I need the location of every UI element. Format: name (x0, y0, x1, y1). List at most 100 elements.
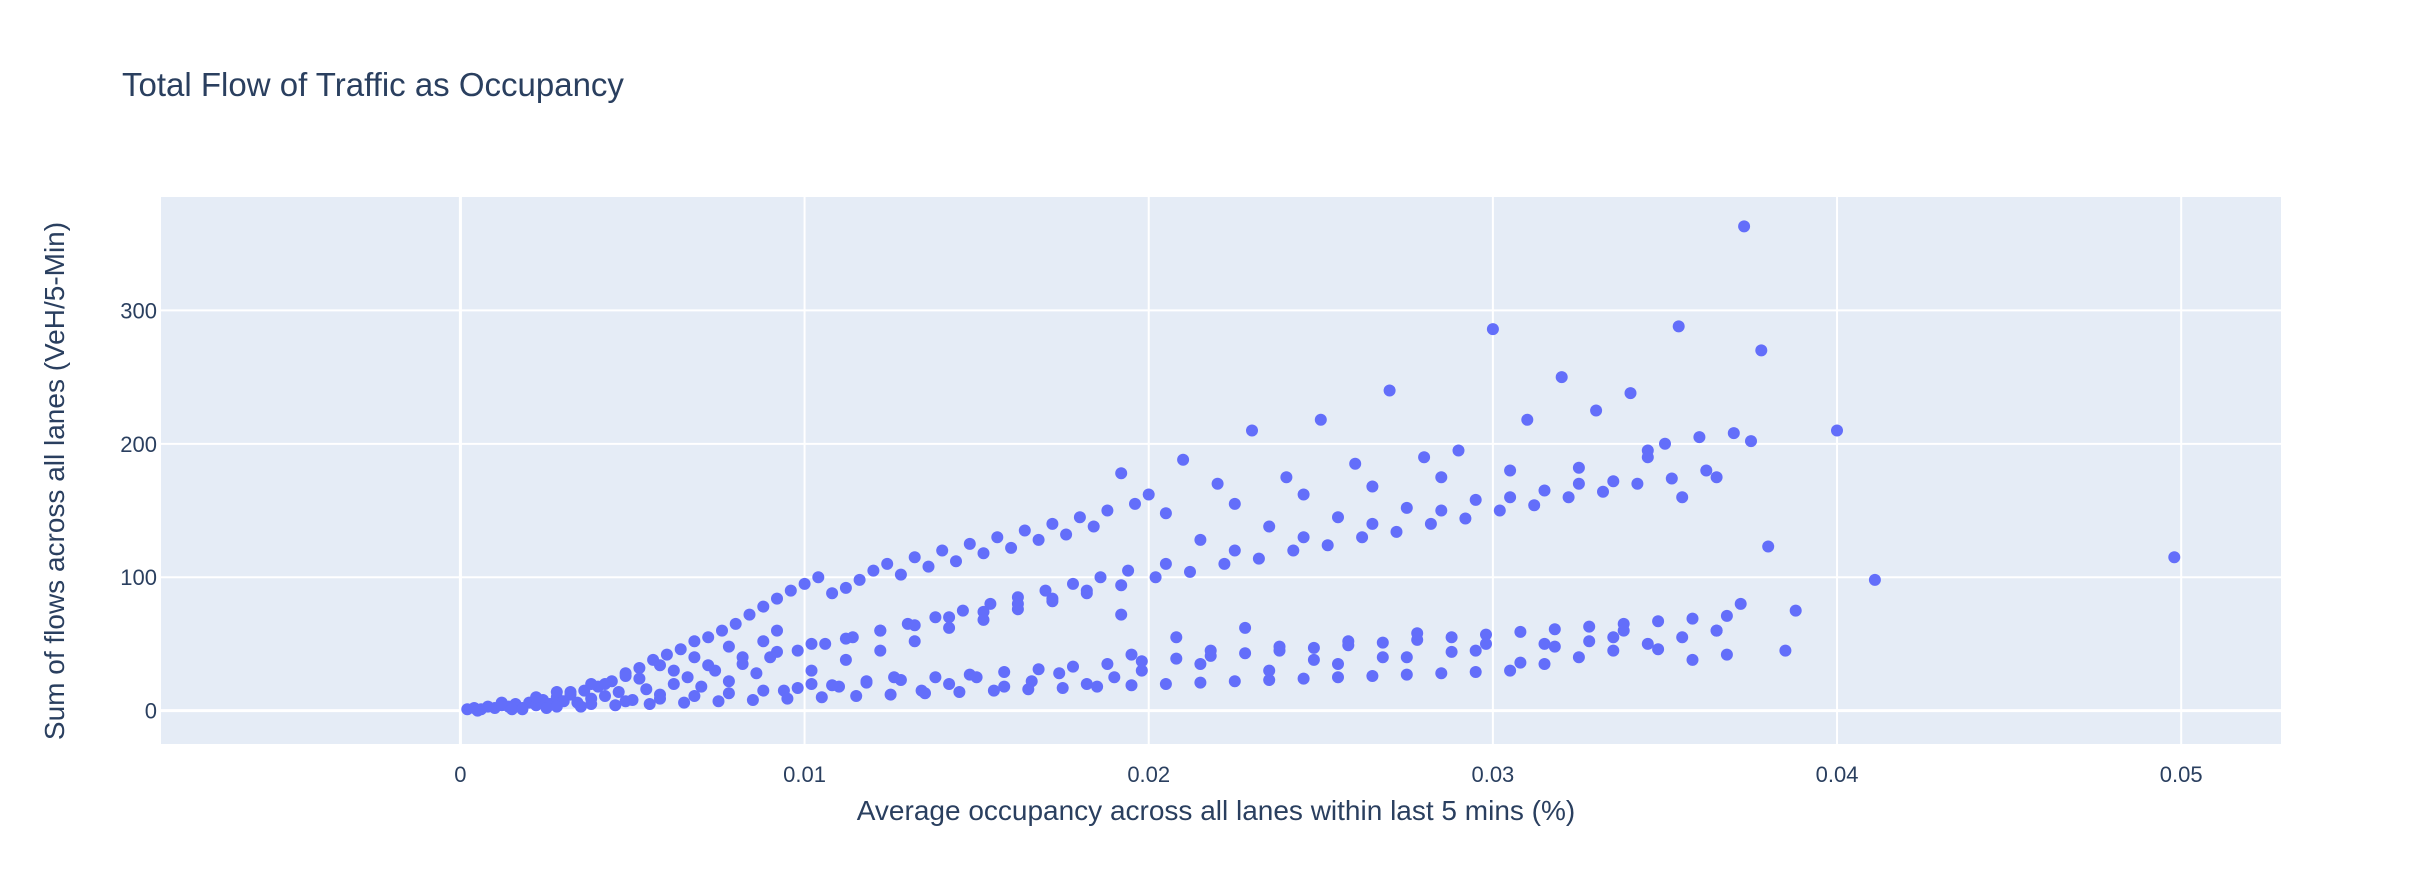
y-axis-title: Sum of flows across all lanes (VeH/5-Min… (39, 222, 70, 740)
scatter-point (1194, 533, 1207, 546)
scatter-point (1641, 451, 1654, 464)
scatter-point (609, 699, 622, 712)
scatter-point (936, 544, 949, 557)
scatter-point (929, 611, 942, 624)
scatter-point (1170, 631, 1183, 644)
scatter-point (660, 648, 673, 661)
scatter-point (688, 690, 701, 702)
scatter-point (1228, 544, 1241, 557)
scatter-point (805, 678, 818, 690)
scatter-point (471, 704, 484, 717)
scatter-point (757, 684, 770, 697)
scatter-point (908, 551, 921, 564)
scatter-point (943, 621, 956, 634)
scatter-point (1659, 437, 1671, 450)
scatter-point (1400, 668, 1413, 681)
scatter-point (667, 664, 680, 677)
scatter-point (1307, 653, 1320, 666)
scatter-point (1349, 457, 1362, 470)
scatter-point (1672, 320, 1685, 333)
scatter-point (495, 696, 508, 709)
scatter-point (1652, 643, 1665, 656)
scatter-point (585, 678, 598, 690)
scatter-point (1755, 344, 1768, 357)
scatter-point (1727, 427, 1740, 440)
scatter-point (1445, 631, 1458, 644)
scatter-point (894, 568, 907, 581)
scatter-point (722, 687, 735, 700)
scatter-point (1641, 637, 1654, 650)
scatter-point (712, 695, 725, 708)
scatter-point (1366, 517, 1379, 530)
scatter-point (1101, 658, 1114, 670)
scatter-point (1239, 647, 1252, 660)
chart-title: Total Flow of Traffic as Occupancy (122, 66, 624, 103)
scatter-point (702, 631, 715, 644)
scatter-point (1720, 609, 1733, 622)
scatter-point (791, 644, 804, 657)
scatter-point (1094, 571, 1107, 584)
scatter-point (1514, 656, 1527, 669)
scatter-point (1228, 675, 1241, 688)
scatter-point (750, 667, 763, 680)
scatter-point (1067, 577, 1079, 590)
scatter-point (1252, 552, 1265, 565)
scatter-point (757, 600, 770, 613)
scatter-point (599, 690, 611, 702)
scatter-point (1480, 637, 1492, 650)
scatter-point (1101, 504, 1114, 517)
scatter-point (884, 688, 897, 701)
scatter-point (998, 666, 1011, 678)
scatter-point (1548, 640, 1561, 653)
scatter-point (874, 644, 887, 657)
scatter-point (791, 682, 804, 694)
scatter-point (1469, 644, 1482, 657)
scatter-point (619, 695, 632, 708)
scatter-point (1700, 464, 1713, 477)
y-tick-label: 300 (120, 298, 157, 323)
scatter-point (1868, 573, 1881, 586)
scatter-point (619, 670, 632, 682)
scatter-point (1376, 636, 1389, 649)
scatter-point (1067, 660, 1079, 673)
x-axis-title: Average occupancy across all lanes withi… (857, 795, 1575, 826)
scatter-point (1562, 491, 1575, 504)
scatter-point (574, 700, 587, 713)
scatter-point (1032, 663, 1045, 676)
scatter-point (1720, 648, 1733, 661)
tick-labels: 0 0.01 0.02 0.03 0.04 0.05 0 100 200 300 (120, 298, 2202, 787)
x-tick-label: 0.04 (1816, 762, 1859, 787)
scatter-point (681, 671, 694, 684)
scatter-point (1125, 679, 1138, 692)
scatter-point (950, 555, 962, 568)
scatter-point (1514, 625, 1527, 638)
scatter-point (612, 686, 625, 698)
scatter-point (805, 664, 818, 677)
scatter-point (850, 690, 863, 702)
scatter-point (963, 668, 976, 681)
scatter-point (1122, 564, 1135, 577)
scatter-point (1129, 497, 1141, 510)
scatter-point (771, 624, 783, 637)
scatter-point (805, 637, 818, 650)
scatter-point (506, 703, 518, 716)
scatter-point (1280, 471, 1293, 484)
scatter-point (819, 637, 832, 650)
scatter-point (1115, 608, 1128, 621)
scatter-point (1060, 528, 1073, 541)
scatter-point (599, 678, 611, 690)
scatter-point (1080, 678, 1093, 690)
scatter-point (695, 680, 708, 693)
scatter-point (1779, 644, 1792, 657)
scatter-point (815, 691, 828, 704)
scatter-point (1376, 651, 1389, 664)
scatter-point (1332, 658, 1344, 670)
scatter-point (743, 608, 756, 621)
scatter-point (1046, 595, 1059, 608)
scatter-point (540, 702, 553, 714)
scatter-point (908, 635, 921, 648)
scatter-point (722, 675, 735, 688)
scatter-point (1469, 493, 1482, 506)
scatter-point (1400, 501, 1413, 514)
scatter-point (1080, 587, 1093, 600)
